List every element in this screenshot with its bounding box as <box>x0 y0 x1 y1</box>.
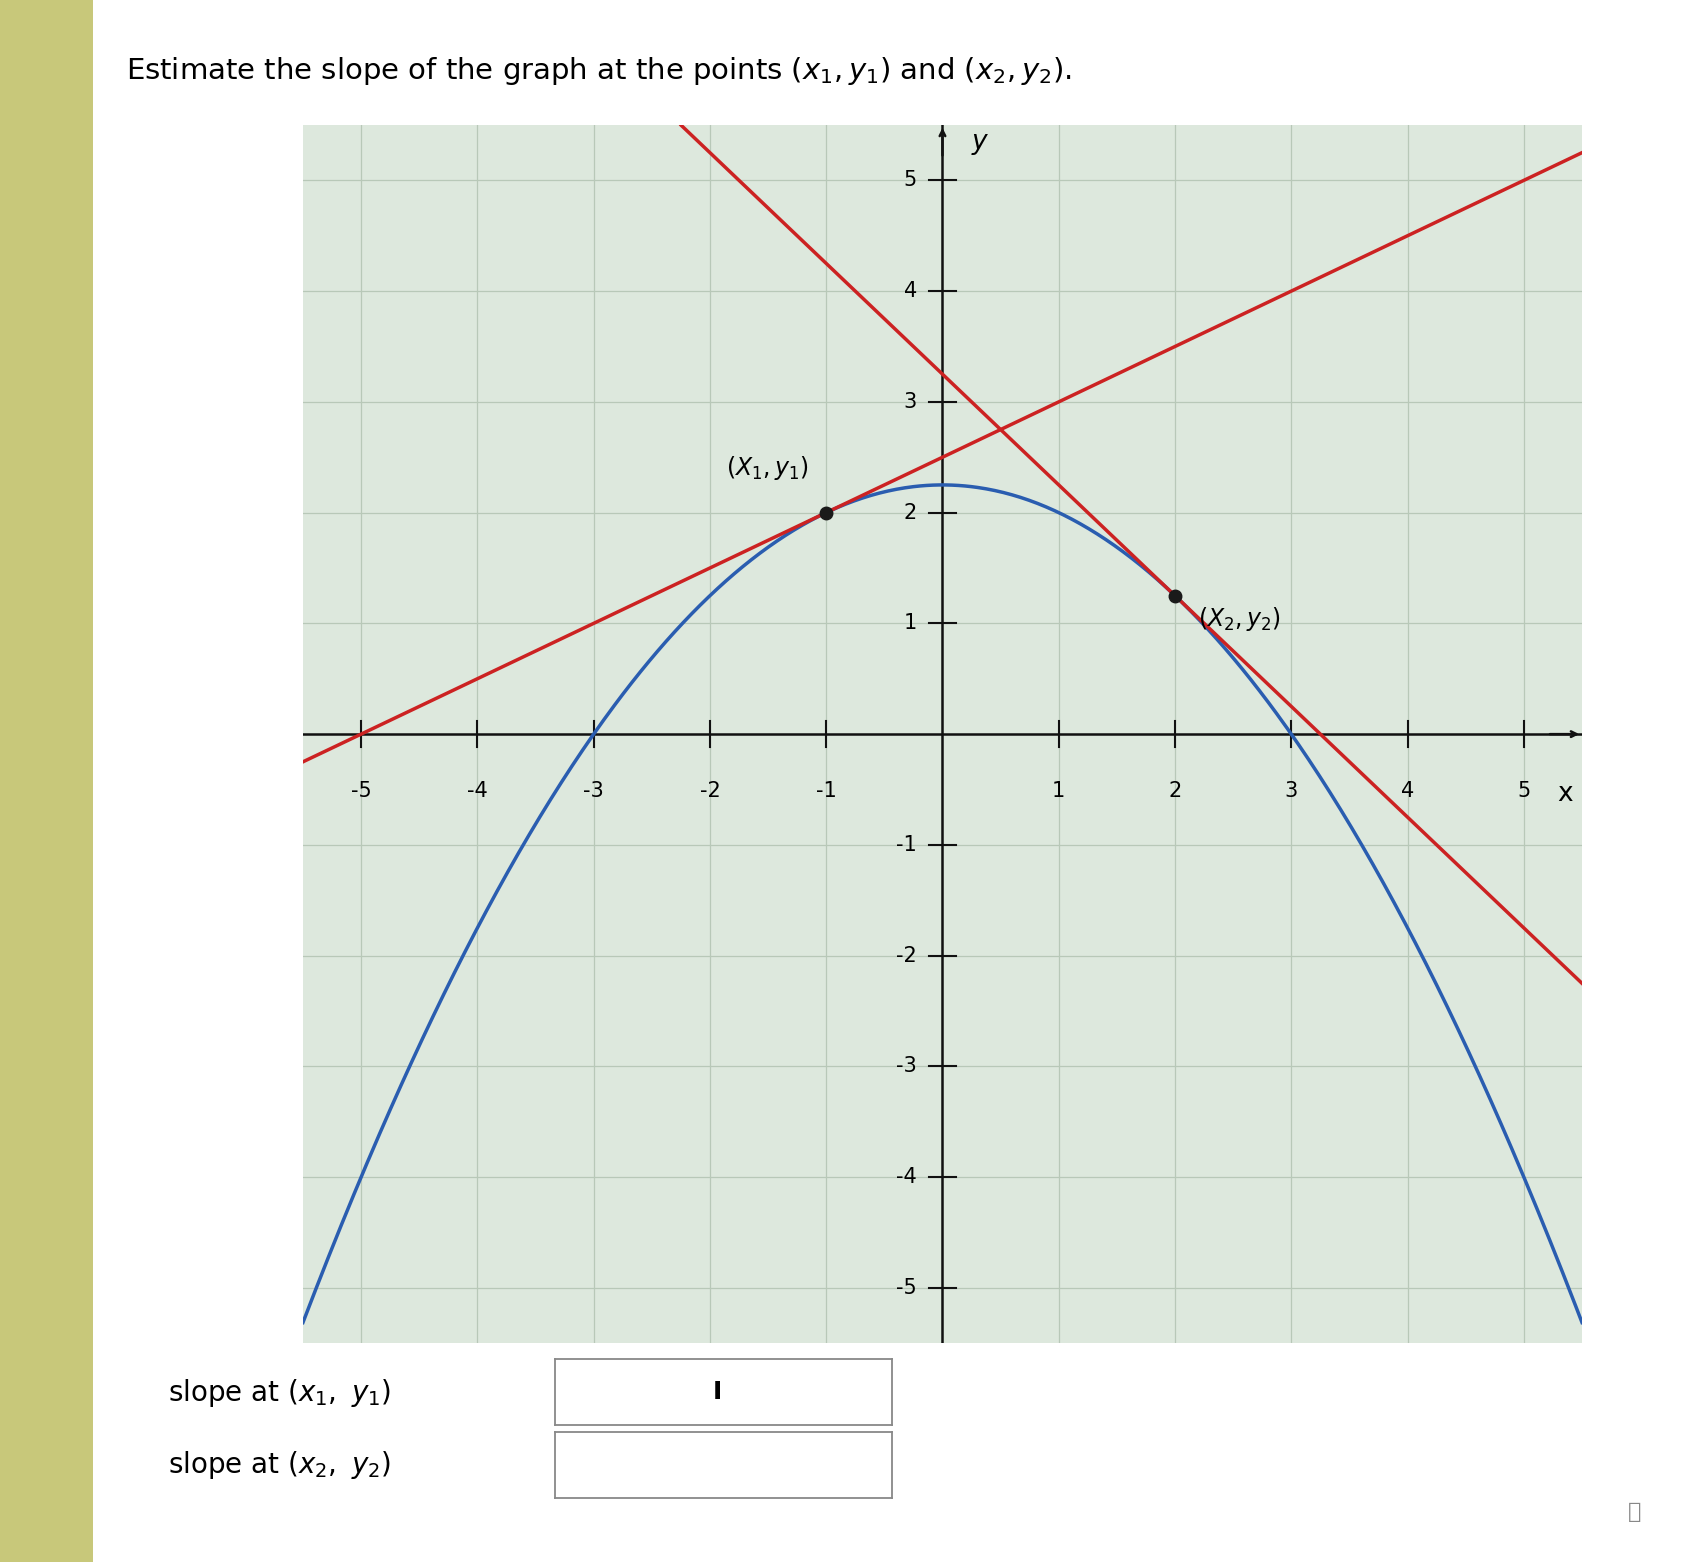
Text: 5: 5 <box>1517 781 1529 801</box>
Text: -3: -3 <box>584 781 604 801</box>
Text: 5: 5 <box>903 170 917 191</box>
Text: slope at $(x_2, \ y_2)$: slope at $(x_2, \ y_2)$ <box>168 1450 390 1481</box>
Text: -4: -4 <box>466 781 488 801</box>
Text: 4: 4 <box>1399 781 1413 801</box>
Text: I: I <box>711 1379 722 1404</box>
Text: 1: 1 <box>903 614 917 633</box>
Text: 2: 2 <box>903 503 917 523</box>
Text: slope at $(x_1, \ y_1)$: slope at $(x_1, \ y_1)$ <box>168 1378 390 1409</box>
Text: ⓘ: ⓘ <box>1626 1503 1640 1521</box>
Text: 3: 3 <box>1283 781 1297 801</box>
Text: $( X_1 , y_1 )$: $( X_1 , y_1 )$ <box>725 453 809 481</box>
Text: -2: -2 <box>700 781 720 801</box>
Text: x: x <box>1556 781 1571 806</box>
Text: -4: -4 <box>895 1167 917 1187</box>
Text: -5: -5 <box>350 781 372 801</box>
Text: -2: -2 <box>895 945 917 965</box>
Text: -1: -1 <box>895 836 917 854</box>
Text: y: y <box>971 128 987 155</box>
Text: $( X_2 , y_2 )$: $( X_2 , y_2 )$ <box>1198 604 1280 633</box>
Text: 2: 2 <box>1167 781 1181 801</box>
Text: 4: 4 <box>903 281 917 301</box>
Text: 3: 3 <box>903 392 917 412</box>
Text: Estimate the slope of the graph at the points $(x_1, y_1)$ and $(x_2, y_2)$.: Estimate the slope of the graph at the p… <box>126 55 1071 86</box>
Text: -3: -3 <box>895 1056 917 1076</box>
Text: -5: -5 <box>895 1278 917 1298</box>
Text: -1: -1 <box>816 781 836 801</box>
Text: 1: 1 <box>1051 781 1065 801</box>
